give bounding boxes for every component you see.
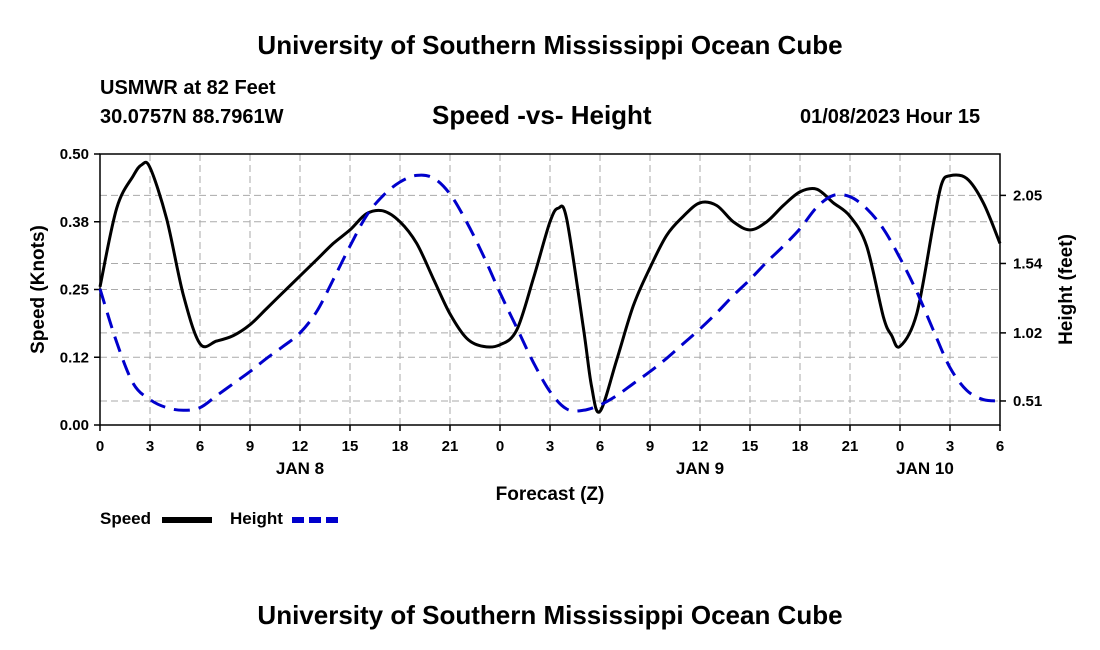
- x-tick-label: 3: [946, 438, 954, 455]
- forecast-timestamp: 01/08/2023 Hour 15: [800, 106, 981, 128]
- main-title: University of Southern Mississippi Ocean…: [257, 30, 843, 60]
- y-tick-label: 0.12: [60, 349, 89, 366]
- x-tick-label: 21: [842, 438, 859, 455]
- x-tick-label: 9: [646, 438, 654, 455]
- y2-axis-title: Height (feet): [1056, 234, 1077, 345]
- x-tick-label: 0: [96, 438, 104, 455]
- legend-height-label: Height: [230, 509, 283, 528]
- y-tick-label: 0.38: [60, 214, 89, 231]
- x-tick-label: 15: [742, 438, 759, 455]
- x-tick-label: 3: [146, 438, 154, 455]
- y-tick-label: 0.50: [60, 146, 89, 163]
- x-tick-label: 18: [792, 438, 809, 455]
- y2-tick-label: 2.05: [1013, 187, 1042, 204]
- day-label: JAN 8: [276, 459, 324, 478]
- speed-series-line: [98, 160, 1002, 414]
- x-tick-label: 12: [292, 438, 309, 455]
- x-axis-title: Forecast (Z): [496, 484, 605, 505]
- y2-tick-label: 1.54: [1013, 255, 1043, 272]
- footer-title: University of Southern Mississippi Ocean…: [257, 600, 843, 630]
- day-label: JAN 10: [896, 459, 954, 478]
- x-tick-label: 0: [896, 438, 904, 455]
- x-tick-label: 6: [596, 438, 604, 455]
- x-tick-label: 6: [196, 438, 204, 455]
- height-series-line: [98, 173, 1001, 413]
- x-tick-label: 12: [692, 438, 709, 455]
- x-tick-label: 6: [996, 438, 1004, 455]
- y2-tick-label: 0.51: [1013, 393, 1042, 410]
- x-tick-label: 21: [442, 438, 459, 455]
- y2-tick-label: 1.02: [1013, 325, 1042, 342]
- y-axis-title: Speed (Knots): [28, 225, 49, 354]
- station-name: USMWR at 82 Feet: [100, 77, 276, 99]
- day-label: JAN 9: [676, 459, 724, 478]
- x-tick-label: 15: [342, 438, 359, 455]
- x-tick-label: 18: [392, 438, 409, 455]
- x-tick-label: 9: [246, 438, 254, 455]
- y-tick-label: 0.25: [60, 282, 89, 299]
- x-tick-label: 3: [546, 438, 554, 455]
- legend-speed-label: Speed: [100, 509, 152, 528]
- chart-title: Speed -vs- Height: [432, 100, 652, 130]
- station-coordinates: 30.0757N 88.7961W: [100, 106, 284, 128]
- y-tick-label: 0.00: [60, 417, 89, 434]
- x-tick-label: 0: [496, 438, 504, 455]
